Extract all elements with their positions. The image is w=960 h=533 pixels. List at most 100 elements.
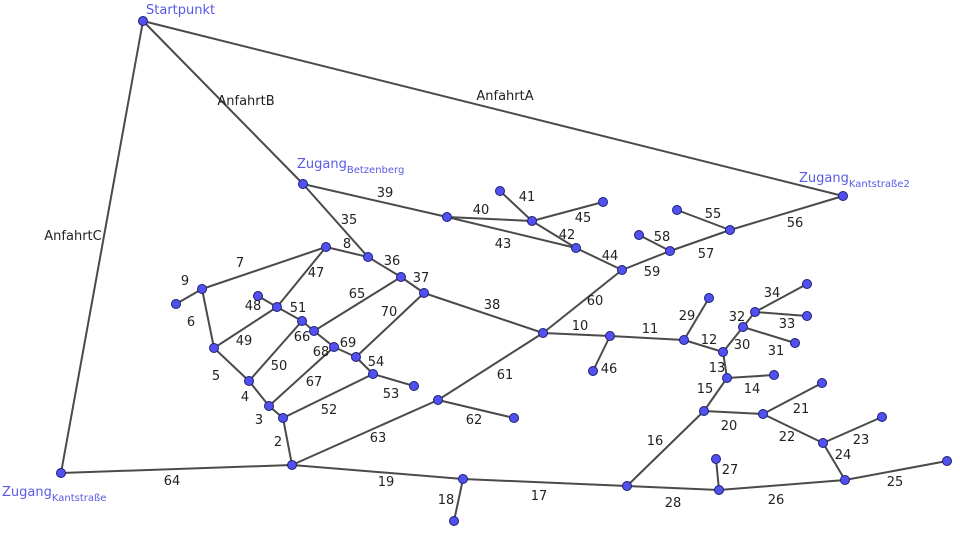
graph-node[interactable] [718,347,728,357]
graph-node[interactable] [264,401,274,411]
graph-node[interactable] [714,485,724,495]
graph-node[interactable] [244,376,254,386]
edge-59 [621,250,671,271]
edge-45 [531,201,604,222]
graph-node[interactable] [571,243,581,253]
edge-label: 21 [793,402,810,417]
graph-node[interactable] [598,197,608,207]
graph-node[interactable] [309,326,319,336]
graph-node[interactable] [351,352,361,362]
graph-node[interactable] [368,369,378,379]
graph-node[interactable] [877,412,887,422]
graph-node[interactable] [287,460,297,470]
edge-58 [638,234,671,252]
graph-node[interactable] [738,322,748,332]
graph-node[interactable] [197,284,207,294]
graph-node[interactable] [538,328,548,338]
edge-64 [60,464,293,474]
graph-node[interactable] [634,230,644,240]
edge-label: 11 [642,322,659,337]
graph-node[interactable] [617,265,627,275]
node-label-betzenberg: ZugangBetzenberg [297,157,404,176]
edge-label: 56 [787,216,804,231]
edge-62 [437,399,515,419]
graph-node[interactable] [750,307,760,317]
graph-node[interactable] [840,475,850,485]
edge-label: 58 [654,230,671,245]
graph-node[interactable] [56,468,66,478]
graph-node[interactable] [769,370,779,380]
edge-18 [453,478,464,522]
graph-node[interactable] [802,279,812,289]
graph-node[interactable] [758,409,768,419]
edge-46 [592,335,611,372]
graph-node[interactable] [272,302,282,312]
graph-node[interactable] [363,252,373,262]
graph-node[interactable] [278,413,288,423]
graph-node[interactable] [838,191,848,201]
graph-node[interactable] [321,242,331,252]
graph-node[interactable] [679,335,689,345]
graph-node[interactable] [605,331,615,341]
graph-node[interactable] [329,342,339,352]
graph-node[interactable] [298,179,308,189]
graph-node[interactable] [699,406,709,416]
graph-node[interactable] [509,413,519,423]
graph-node[interactable] [458,474,468,484]
edge-label: 26 [768,493,785,508]
edge-label: 37 [413,271,430,286]
graph-node[interactable] [704,293,714,303]
edge-label: 52 [321,403,338,418]
edge-15 [703,377,728,412]
graph-node[interactable] [409,381,419,391]
graph-node[interactable] [722,373,732,383]
graph-node[interactable] [495,186,505,196]
edge-40 [446,216,533,222]
edge-label: 17 [531,489,548,504]
graph-node[interactable] [672,205,682,215]
edge-label: 40 [473,203,490,218]
graph-node[interactable] [419,288,429,298]
edge-34 [754,283,808,313]
edge-AnfahrtA [142,20,844,197]
edge-label: 68 [313,345,330,360]
graph-node[interactable] [433,395,443,405]
edge-67 [268,346,335,407]
graph-node[interactable] [711,454,721,464]
edge-39 [302,183,448,218]
edge-28 [626,485,720,491]
edge-25 [844,460,948,481]
edge-label: 23 [853,433,870,448]
edge-label: AnfahrtC [44,229,101,244]
edge-29 [683,297,710,341]
edge-label: 5 [212,369,220,384]
edge-label: 55 [705,207,722,222]
edge-22 [762,413,824,444]
edge-label: 51 [290,301,307,316]
graph-node[interactable] [209,343,219,353]
graph-node[interactable] [449,516,459,526]
edge-60 [542,269,623,334]
graph-node[interactable] [588,366,598,376]
graph-node[interactable] [817,378,827,388]
graph-node[interactable] [253,291,263,301]
graph-node[interactable] [802,311,812,321]
graph-node[interactable] [527,216,537,226]
graph-node[interactable] [138,16,148,26]
edge-52 [282,373,374,419]
graph-node[interactable] [790,338,800,348]
graph-node[interactable] [297,316,307,326]
graph-node[interactable] [442,212,452,222]
graph-node[interactable] [622,481,632,491]
graph-node[interactable] [725,225,735,235]
graph-node[interactable] [818,438,828,448]
node-label-start: Startpunkt [146,3,215,18]
graph-node[interactable] [942,456,952,466]
node-label-kantstrasse2: ZugangKantstraße2 [799,171,910,190]
edge-label: 41 [519,190,536,205]
graph-node[interactable] [396,272,406,282]
edge-7 [201,246,327,290]
graph-node[interactable] [171,299,181,309]
graph-node[interactable] [665,246,675,256]
edge-6 [201,288,215,349]
